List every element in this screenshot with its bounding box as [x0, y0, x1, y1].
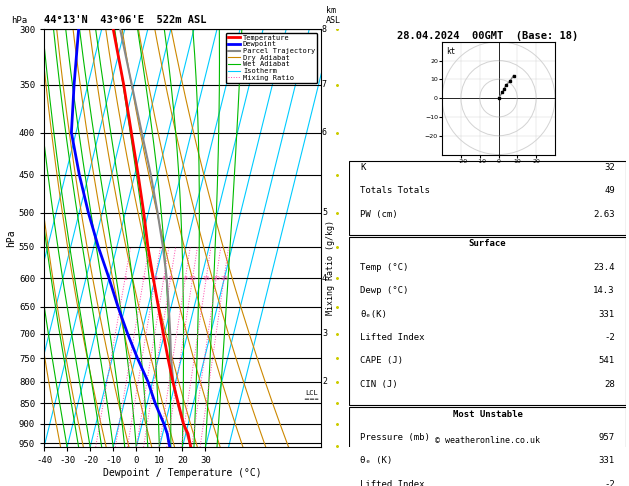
Text: 4: 4	[162, 276, 166, 281]
Text: 6: 6	[322, 128, 327, 137]
Text: 8: 8	[322, 25, 327, 34]
Text: Totals Totals: Totals Totals	[360, 186, 430, 195]
Y-axis label: hPa: hPa	[6, 229, 16, 247]
Text: 8: 8	[184, 276, 187, 281]
Text: 23.4: 23.4	[593, 263, 615, 272]
Text: -2: -2	[604, 333, 615, 342]
Text: 5: 5	[322, 208, 327, 217]
Bar	[349, 161, 626, 235]
Text: 1: 1	[123, 276, 127, 281]
Text: Surface: Surface	[469, 240, 506, 248]
Text: 541: 541	[599, 356, 615, 365]
Text: K: K	[360, 163, 365, 172]
Text: Mixing Ratio (g/kg): Mixing Ratio (g/kg)	[326, 220, 335, 315]
Text: 2.63: 2.63	[593, 210, 615, 219]
Text: 331: 331	[599, 310, 615, 319]
Text: 7: 7	[322, 80, 327, 89]
Text: 2: 2	[142, 276, 146, 281]
Text: 32: 32	[604, 163, 615, 172]
Text: θₑ(K): θₑ(K)	[360, 310, 387, 319]
Text: 28.04.2024  00GMT  (Base: 18): 28.04.2024 00GMT (Base: 18)	[397, 31, 578, 41]
Text: 28: 28	[604, 380, 615, 389]
Text: Temp (°C): Temp (°C)	[360, 263, 409, 272]
Bar	[349, 237, 626, 405]
Text: 20: 20	[212, 276, 220, 281]
Text: © weatheronline.co.uk: © weatheronline.co.uk	[435, 436, 540, 445]
Text: Lifted Index: Lifted Index	[360, 480, 425, 486]
Text: 2: 2	[322, 377, 327, 386]
Text: θₑ (K): θₑ (K)	[360, 456, 392, 465]
Text: km
ASL: km ASL	[326, 5, 342, 25]
X-axis label: Dewpoint / Temperature (°C): Dewpoint / Temperature (°C)	[103, 468, 262, 478]
Text: 14.3: 14.3	[593, 286, 615, 295]
Text: CAPE (J): CAPE (J)	[360, 356, 403, 365]
Text: 44°13'N  43°06'E  522m ASL: 44°13'N 43°06'E 522m ASL	[44, 15, 206, 25]
Text: 5: 5	[169, 276, 172, 281]
Text: 4: 4	[322, 274, 327, 283]
Bar	[349, 407, 626, 486]
Text: 331: 331	[599, 456, 615, 465]
Text: Pressure (mb): Pressure (mb)	[360, 433, 430, 442]
Text: 3: 3	[153, 276, 157, 281]
Text: PW (cm): PW (cm)	[360, 210, 398, 219]
Text: hPa: hPa	[11, 16, 27, 25]
Text: Lifted Index: Lifted Index	[360, 333, 425, 342]
Text: LCL: LCL	[306, 390, 318, 396]
Text: Dewp (°C): Dewp (°C)	[360, 286, 409, 295]
Text: 25: 25	[220, 276, 228, 281]
Legend: Temperature, Dewpoint, Parcel Trajectory, Dry Adiabat, Wet Adiabat, Isotherm, Mi: Temperature, Dewpoint, Parcel Trajectory…	[226, 33, 317, 83]
Text: 3: 3	[322, 329, 327, 338]
Text: 10: 10	[189, 276, 196, 281]
Text: Most Unstable: Most Unstable	[452, 410, 523, 418]
Text: CIN (J): CIN (J)	[360, 380, 398, 389]
Text: 15: 15	[203, 276, 210, 281]
Text: 49: 49	[604, 186, 615, 195]
Text: -2: -2	[604, 480, 615, 486]
Text: 957: 957	[599, 433, 615, 442]
